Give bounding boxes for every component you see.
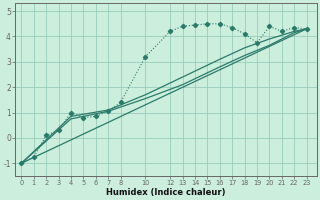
- X-axis label: Humidex (Indice chaleur): Humidex (Indice chaleur): [106, 188, 226, 197]
